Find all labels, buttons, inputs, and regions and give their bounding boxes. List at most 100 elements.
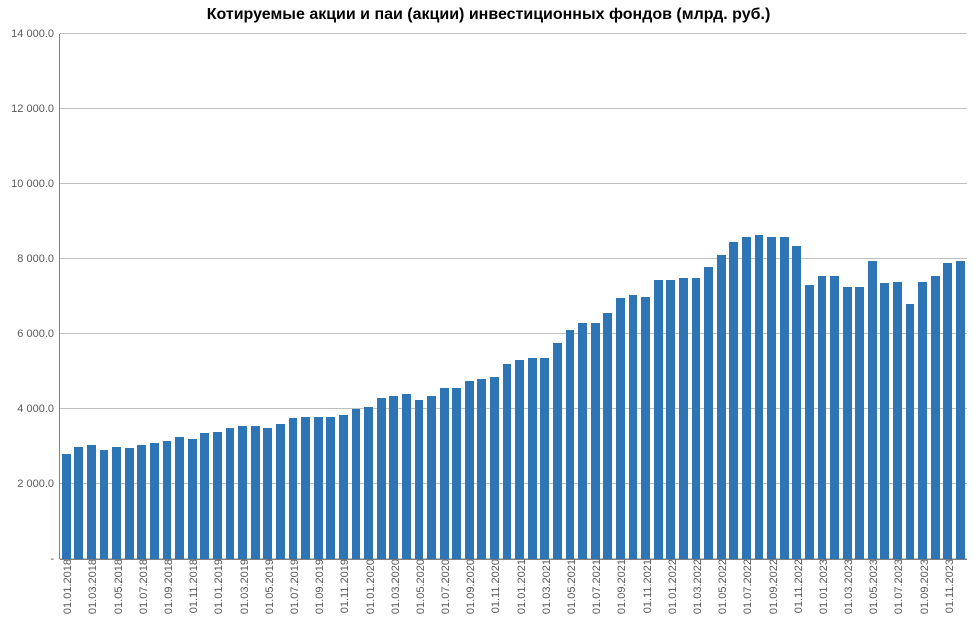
bar-slot: 01.07.2021 [589, 34, 602, 559]
y-tick-label: 8 000.0 [17, 253, 54, 265]
bar [490, 377, 499, 559]
bar [364, 407, 373, 559]
bar-slot [299, 34, 312, 559]
bar [578, 323, 587, 559]
bar-slot [274, 34, 287, 559]
bar-slot [853, 34, 866, 559]
bar [125, 448, 134, 559]
plot-area: 01.01.201801.03.201801.05.201801.07.2018… [60, 34, 967, 559]
bar [339, 415, 348, 559]
bar [742, 237, 751, 560]
bar [528, 358, 537, 559]
bar [352, 409, 361, 559]
bar-slot [425, 34, 438, 559]
bar [692, 278, 701, 559]
x-tick-label: 01.03.2021 [537, 559, 553, 614]
chart-container: Котируемые акции и паи (акции) инвестици… [0, 0, 977, 639]
bar [906, 304, 915, 559]
x-tick-label: 01.01.2019 [209, 559, 225, 614]
bar-slot [324, 34, 337, 559]
bar [137, 445, 146, 559]
bar [818, 276, 827, 559]
bar-slot [526, 34, 539, 559]
bar-slot: 01.03.2022 [690, 34, 703, 559]
bar [792, 246, 801, 559]
x-tick-label: 01.03.2020 [386, 559, 402, 614]
bar [238, 426, 247, 559]
bar-slot [702, 34, 715, 559]
bar [200, 433, 209, 559]
bar [213, 432, 222, 560]
x-tick-label: 01.09.2019 [310, 559, 326, 614]
bar-slot: 01.11.2022 [790, 34, 803, 559]
bar [893, 282, 902, 560]
bar [704, 267, 713, 560]
bar-slot [576, 34, 589, 559]
bar-slot: 01.01.2021 [513, 34, 526, 559]
bar-slot: 01.03.2019 [236, 34, 249, 559]
x-tick-label: 01.07.2021 [587, 559, 603, 614]
x-tick-label: 01.09.2020 [461, 559, 477, 614]
bar [503, 364, 512, 559]
bar [515, 360, 524, 559]
bar-slot: 01.01.2019 [211, 34, 224, 559]
x-tick-label: 01.05.2023 [864, 559, 880, 614]
bar-slot: 01.09.2022 [765, 34, 778, 559]
bar [440, 388, 449, 559]
y-tick-label: 2 000.0 [17, 478, 54, 490]
x-tick-label: 01.05.2020 [411, 559, 427, 614]
bar-slot: 01.09.2018 [161, 34, 174, 559]
bar [931, 276, 940, 559]
bar-slot: 01.05.2022 [715, 34, 728, 559]
bar-slot [375, 34, 388, 559]
bar [314, 417, 323, 560]
bar [226, 428, 235, 559]
bar-slot [73, 34, 86, 559]
x-tick-label: 01.09.2021 [612, 559, 628, 614]
x-tick-label: 01.11.2020 [486, 559, 502, 613]
bar [415, 400, 424, 559]
bar [880, 283, 889, 559]
bar [402, 394, 411, 559]
bar [616, 298, 625, 559]
bar-slot: 01.09.2019 [312, 34, 325, 559]
bar [654, 280, 663, 559]
bars-group: 01.01.201801.03.201801.05.201801.07.2018… [60, 34, 967, 559]
bar [603, 313, 612, 559]
bar-slot: 01.09.2023 [916, 34, 929, 559]
bar-slot [954, 34, 967, 559]
bar [112, 447, 121, 560]
bar [843, 287, 852, 559]
bar-slot [450, 34, 463, 559]
bar-slot: 01.01.2023 [816, 34, 829, 559]
bar-slot: 01.11.2023 [942, 34, 955, 559]
y-tick-label: 4 000.0 [17, 403, 54, 415]
bar [943, 263, 952, 559]
bar-slot: 01.11.2019 [337, 34, 350, 559]
x-tick-label: 01.01.2018 [58, 559, 74, 614]
x-tick-label: 01.07.2018 [134, 559, 150, 614]
bar-slot: 01.05.2019 [262, 34, 275, 559]
x-tick-label: 01.11.2022 [789, 559, 805, 613]
x-tick-label: 01.01.2020 [361, 559, 377, 614]
bar [641, 297, 650, 560]
bar [150, 443, 159, 559]
bar [729, 242, 738, 559]
bar [427, 396, 436, 559]
bar-slot [778, 34, 791, 559]
bar-slot [476, 34, 489, 559]
bar [767, 237, 776, 560]
bar [452, 388, 461, 559]
bar-slot [148, 34, 161, 559]
bar-slot [350, 34, 363, 559]
x-tick-label: 01.11.2018 [184, 559, 200, 613]
bar [477, 379, 486, 559]
bar [163, 441, 172, 559]
bar-slot [727, 34, 740, 559]
bar [188, 439, 197, 559]
bar-slot: 01.05.2023 [866, 34, 879, 559]
y-tick-label: 14 000.0 [11, 28, 54, 40]
bar [326, 417, 335, 560]
bar-slot [98, 34, 111, 559]
bar [956, 261, 965, 559]
